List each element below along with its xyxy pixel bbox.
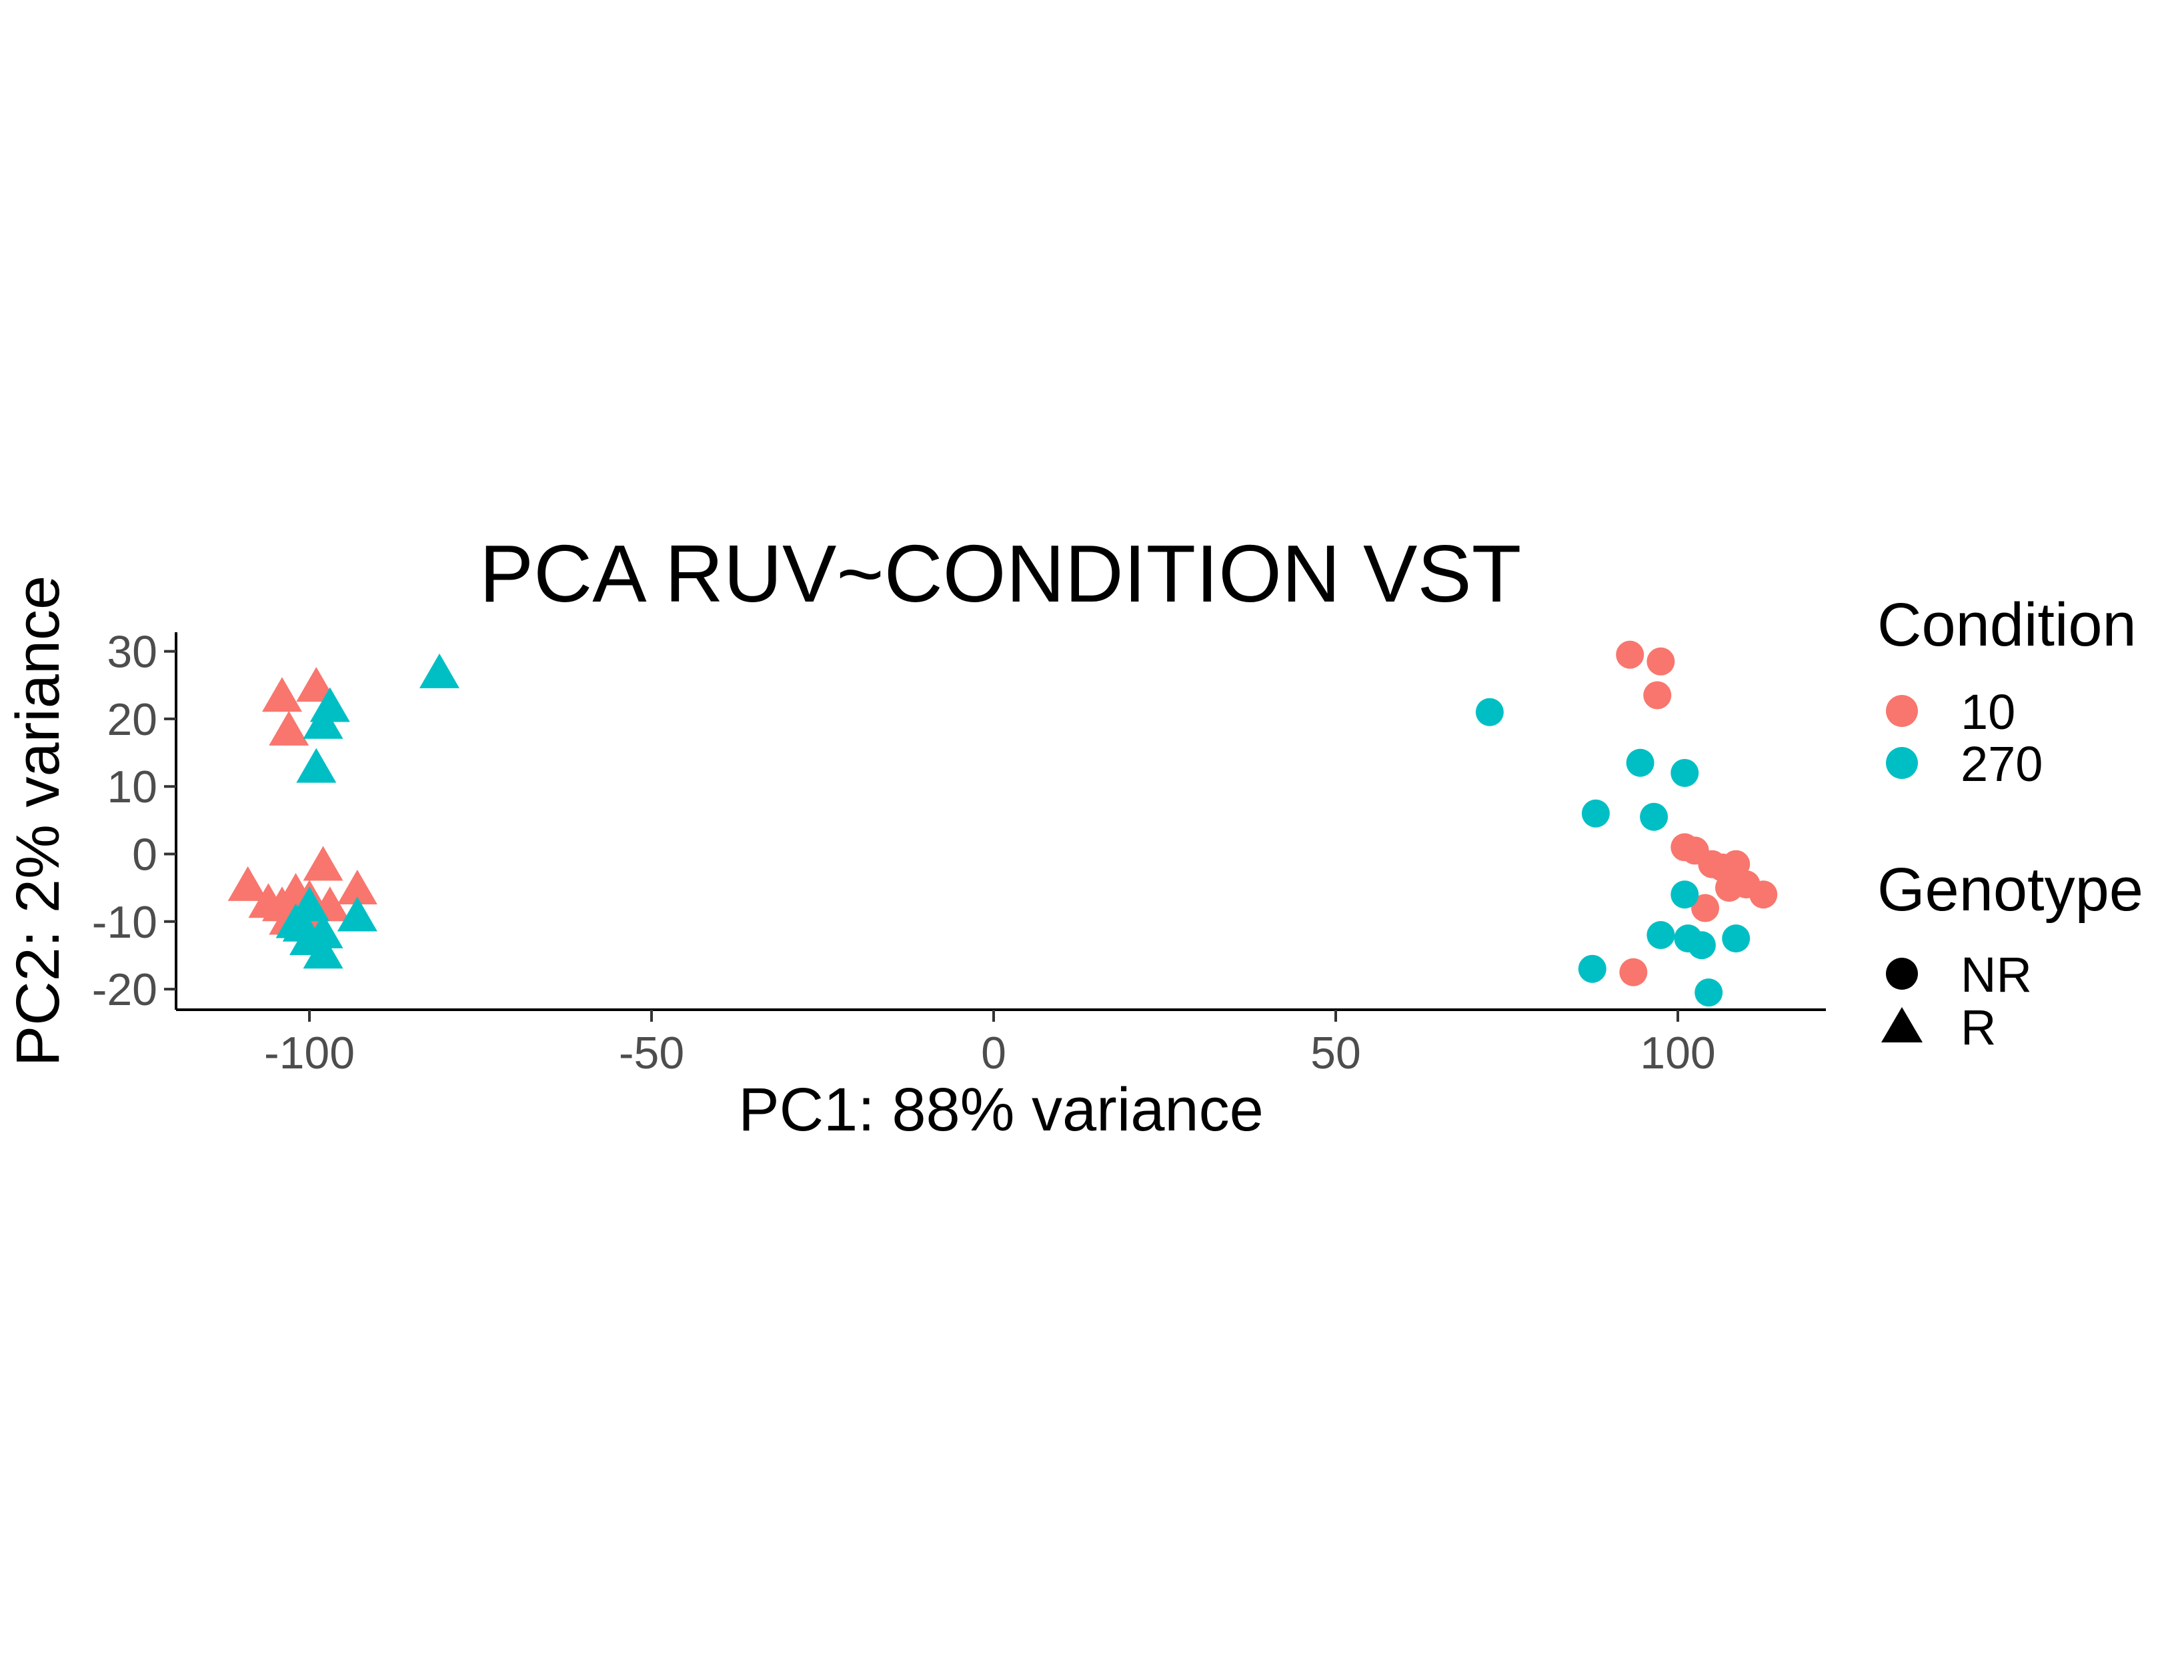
point-condition-270-nr bbox=[1475, 698, 1504, 726]
x-tick-label: -50 bbox=[619, 1028, 684, 1078]
point-condition-270-nr bbox=[1640, 802, 1669, 831]
point-condition-270-r bbox=[337, 896, 377, 932]
point-condition-270-r bbox=[296, 748, 337, 783]
point-condition-270-nr bbox=[1695, 978, 1723, 1007]
point-condition-270-r bbox=[282, 906, 323, 942]
x-axis-title: PC1: 88% variance bbox=[738, 1076, 1264, 1144]
point-condition-270-nr bbox=[1671, 758, 1699, 787]
chart-title: PCA RUV~CONDITION VST bbox=[479, 528, 1522, 619]
y-tick-label: 30 bbox=[107, 627, 157, 678]
point-condition-10-r bbox=[261, 677, 302, 712]
y-axis-title: PC2: 2% variance bbox=[4, 576, 72, 1066]
legend-genotype-title: Genotype bbox=[1877, 856, 2143, 924]
point-condition-270-nr bbox=[1687, 931, 1716, 960]
point-condition-10-r bbox=[227, 866, 268, 901]
y-tick-label: -20 bbox=[92, 964, 157, 1015]
legend-genotype-r-label: R bbox=[1961, 1000, 1996, 1055]
y-tick-label: 0 bbox=[132, 830, 157, 880]
point-condition-270-r bbox=[419, 653, 459, 688]
legend-condition-10-key bbox=[1886, 695, 1918, 727]
x-tick-label: -100 bbox=[264, 1028, 355, 1078]
point-condition-10-r bbox=[269, 710, 309, 746]
point-condition-10-nr bbox=[1619, 958, 1648, 986]
point-condition-270-nr bbox=[1671, 880, 1699, 909]
point-condition-270-nr bbox=[1722, 924, 1751, 953]
point-condition-10-r bbox=[296, 667, 337, 702]
legend-genotype-nr-key bbox=[1886, 958, 1918, 990]
legend-condition-270-label: 270 bbox=[1961, 736, 2043, 792]
point-condition-270-nr bbox=[1626, 748, 1655, 777]
point-condition-10-nr bbox=[1749, 880, 1778, 909]
legend-genotype-r-key bbox=[1881, 1007, 1923, 1042]
y-tick-label: 10 bbox=[107, 762, 157, 812]
point-condition-10-r bbox=[303, 846, 343, 881]
x-tick-label: 0 bbox=[981, 1028, 1006, 1078]
x-tick-label: 50 bbox=[1310, 1028, 1361, 1078]
points-layer bbox=[227, 640, 1778, 1007]
y-tick-label: 20 bbox=[107, 694, 157, 745]
point-condition-10-nr bbox=[1643, 681, 1672, 710]
point-condition-270-nr bbox=[1581, 799, 1610, 828]
legend-condition-10-label: 10 bbox=[1961, 684, 2015, 740]
point-condition-10-nr bbox=[1616, 640, 1645, 669]
point-condition-270-r bbox=[303, 934, 343, 969]
point-condition-10-nr bbox=[1691, 894, 1720, 922]
point-condition-270-nr bbox=[1647, 921, 1675, 950]
legend-condition-270-key bbox=[1886, 747, 1918, 779]
point-condition-10-nr bbox=[1647, 647, 1675, 676]
x-ticks: -100 -50 0 50 100 bbox=[264, 1010, 1716, 1078]
y-ticks: -20 -10 0 10 20 30 bbox=[92, 627, 176, 1015]
legend: Condition 10 270 Genotype NR R bbox=[1877, 591, 2143, 1055]
legend-genotype-nr-label: NR bbox=[1961, 947, 2032, 1002]
point-condition-10-r bbox=[337, 869, 377, 904]
point-condition-270-r bbox=[303, 704, 343, 739]
x-tick-label: 100 bbox=[1640, 1028, 1715, 1078]
point-condition-270-nr bbox=[1578, 954, 1606, 983]
legend-condition-title: Condition bbox=[1877, 591, 2137, 659]
y-tick-label: -10 bbox=[92, 897, 157, 948]
